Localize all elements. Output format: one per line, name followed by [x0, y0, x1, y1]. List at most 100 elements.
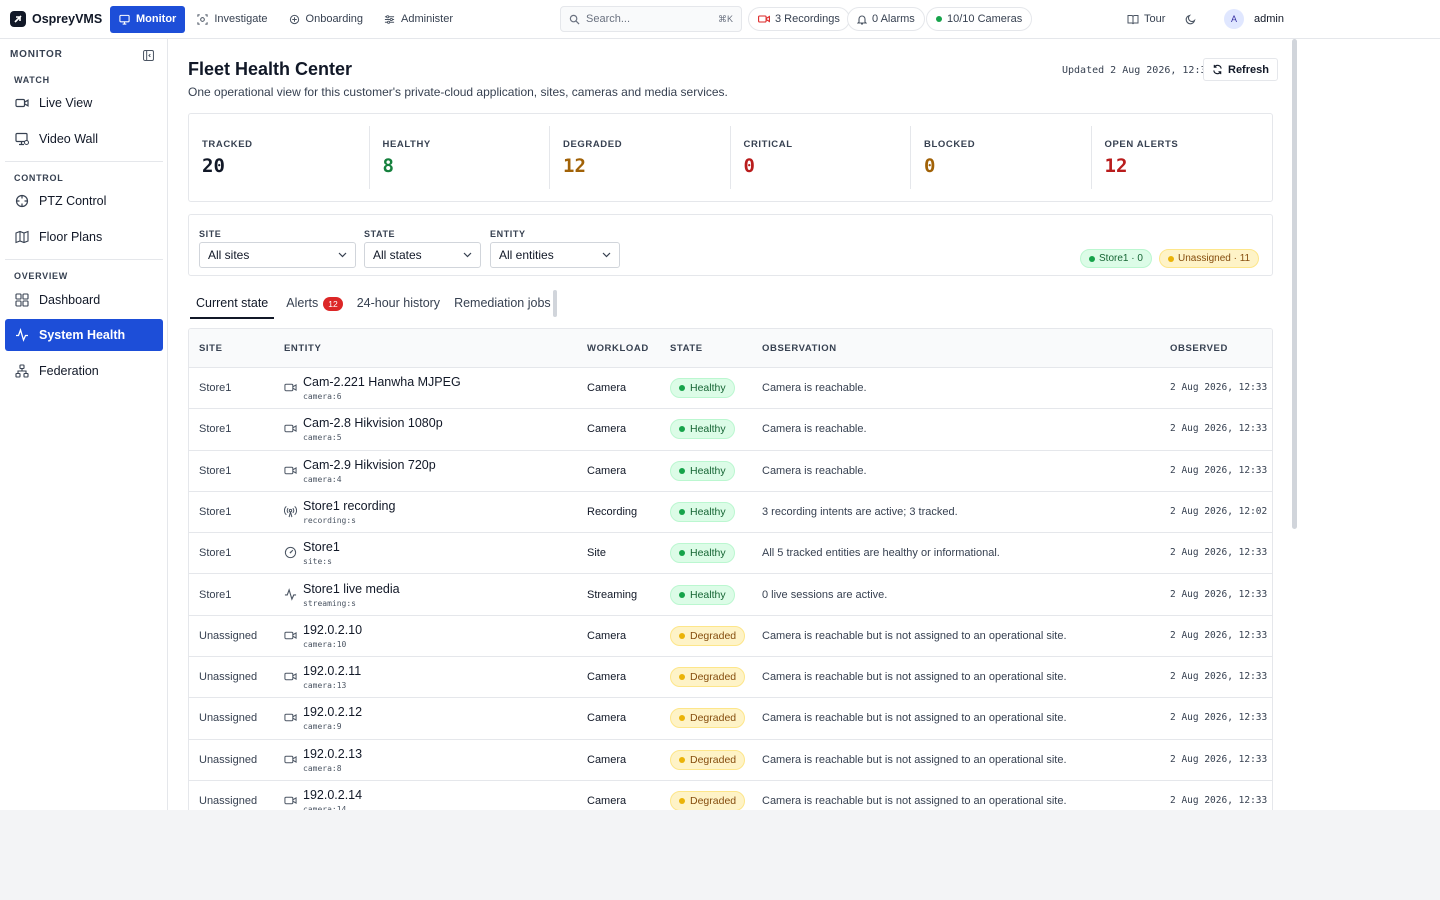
cell-observation: Camera is reachable but is not assigned … — [762, 753, 1067, 766]
tab-label: Alerts — [286, 296, 319, 310]
state-label: Degraded — [690, 629, 737, 642]
state-badge: Degraded — [670, 708, 746, 729]
cell-entity-name[interactable]: 192.0.2.11 — [303, 664, 362, 679]
sidebar-item-system-health[interactable]: System Health — [5, 319, 163, 351]
cell-entity-id: camera:5 — [303, 433, 342, 443]
column-header-observation[interactable]: OBSERVATION — [762, 343, 837, 354]
cell-observation: Camera is reachable but is not assigned … — [762, 712, 1067, 725]
column-header-workload[interactable]: WORKLOAD — [587, 343, 649, 354]
nav-tab-onboarding[interactable]: Onboarding — [280, 6, 373, 33]
app-window: OspreyVMS Monitor Investigate Onboarding… — [0, 0, 1440, 810]
table-row[interactable]: Unassigned 192.0.2.11 camera:13 Camera Degra… — [189, 657, 1272, 699]
tab-remediation-jobs[interactable]: Remediation jobs — [448, 289, 557, 319]
sidebar-item-video-wall[interactable]: Video Wall — [5, 123, 163, 155]
table-row[interactable]: Store1 Cam-2.8 Hikvision 1080p camera:5 Cam… — [189, 409, 1272, 451]
updated-timestamp: Updated 2 Aug 2026, 12:33 — [1062, 65, 1213, 76]
sidebar-item-label: PTZ Control — [39, 194, 107, 208]
cell-observed: 2 Aug 2026, 12:33 — [1170, 712, 1268, 724]
cell-entity-name[interactable]: 192.0.2.12 — [303, 705, 363, 720]
nav-tab-administer[interactable]: Administer — [375, 6, 462, 33]
tabs-scrollbar[interactable] — [553, 290, 557, 317]
tour-button[interactable]: Tour — [1127, 7, 1165, 31]
cell-entity-name[interactable]: Store1 recording — [303, 498, 396, 513]
cell-entity-id: camera:9 — [303, 722, 342, 732]
column-header-state[interactable]: STATE — [670, 343, 703, 354]
site-chip-unassigned[interactable]: Unassigned · 11 — [1159, 249, 1260, 268]
state-select[interactable]: All states — [364, 242, 481, 268]
cell-site: Store1 — [199, 588, 232, 601]
collapse-sidebar-icon[interactable] — [143, 50, 154, 61]
table-row[interactable]: Store1 Store1 recording recording:s Recordi… — [189, 492, 1272, 534]
column-header-entity[interactable]: ENTITY — [284, 343, 322, 354]
cell-workload: Camera — [587, 795, 627, 807]
tab-current-state[interactable]: Current state — [190, 289, 275, 319]
cell-observed: 2 Aug 2026, 12:33 — [1170, 382, 1268, 393]
nav-tab-label: Administer — [401, 13, 453, 25]
table-row[interactable]: Store1 Cam-2.221 Hanwha MJPEG camera:6 Came… — [189, 368, 1272, 410]
cell-site: Unassigned — [199, 671, 258, 684]
cell-entity-name[interactable]: 192.0.2.10 — [303, 622, 363, 637]
sidebar-item-floor-plans[interactable]: Floor Plans — [5, 221, 163, 253]
column-header-observed[interactable]: OBSERVED — [1170, 343, 1228, 354]
stat-healthy: HEALTHY 8 — [370, 126, 550, 189]
state-badge: Degraded — [670, 791, 746, 810]
cell-site: Unassigned — [199, 795, 258, 807]
table-row[interactable]: Store1 Store1 site:s Site Healthy All 5 track… — [189, 533, 1272, 575]
nav-tab-investigate[interactable]: Investigate — [188, 6, 276, 33]
user-menu[interactable]: A admin — [1224, 7, 1284, 31]
table-header: SITE ENTITY WORKLOAD STATE OBSERVATION O… — [189, 329, 1272, 368]
site-select[interactable]: All sites — [199, 242, 356, 268]
stat-open-alerts: OPEN ALERTS 12 — [1092, 126, 1273, 189]
cameras-status[interactable]: 10/10 Cameras — [926, 7, 1033, 31]
stat-degraded: DEGRADED 12 — [550, 126, 731, 189]
table-row[interactable]: Unassigned 192.0.2.14 camera:14 Camera Degra… — [189, 781, 1272, 810]
sidebar-item-ptz-control[interactable]: PTZ Control — [5, 185, 163, 217]
cell-entity-name[interactable]: 192.0.2.14 — [303, 788, 363, 802]
alarms-status[interactable]: 0 Alarms — [847, 7, 925, 31]
table-row[interactable]: Store1 Cam-2.9 Hikvision 720p camera:4 Came… — [189, 451, 1272, 492]
cell-workload: Camera — [587, 464, 627, 477]
cell-entity-name[interactable]: Cam-2.221 Hanwha MJPEG — [303, 375, 461, 389]
stat-value: 12 — [563, 155, 586, 177]
table-row[interactable]: Unassigned 192.0.2.12 camera:9 Camera Degrad… — [189, 698, 1272, 740]
refresh-icon — [1213, 64, 1222, 75]
theme-toggle[interactable] — [1185, 7, 1196, 31]
nav-tab-monitor[interactable]: Monitor — [110, 5, 186, 33]
table-row[interactable]: Unassigned 192.0.2.13 camera:8 Camera Degrad… — [189, 740, 1272, 781]
cell-entity-name[interactable]: Store1 — [303, 540, 340, 555]
brand[interactable]: OspreyVMS — [10, 11, 110, 27]
cell-workload: Camera — [587, 382, 627, 394]
tab-alerts[interactable]: Alerts 12 — [280, 289, 348, 319]
sidebar-item-federation[interactable]: Federation — [5, 355, 163, 387]
sidebar-item-dashboard[interactable]: Dashboard — [5, 284, 163, 316]
refresh-button[interactable]: Refresh — [1203, 58, 1278, 81]
status-dot — [679, 756, 685, 763]
cell-workload: Camera — [587, 753, 627, 766]
tab-24-hour-history[interactable]: 24-hour history — [351, 289, 446, 319]
camera-icon — [284, 422, 297, 435]
cell-entity-name[interactable]: 192.0.2.13 — [303, 746, 363, 761]
cell-entity-name[interactable]: Cam-2.9 Hikvision 720p — [303, 457, 436, 472]
search-input[interactable]: Search... ⌘K — [560, 6, 742, 32]
cell-entity-name[interactable]: Cam-2.8 Hikvision 1080p — [303, 416, 443, 431]
entity-select[interactable]: All entities — [490, 242, 620, 268]
site-chip-store1[interactable]: Store1 · 0 — [1080, 249, 1152, 268]
refresh-label: Refresh — [1228, 63, 1269, 76]
cell-entity-id: camera:8 — [303, 763, 342, 773]
recordings-status[interactable]: 3 Recordings — [748, 7, 850, 31]
camera-icon — [284, 381, 297, 394]
column-header-site[interactable]: SITE — [199, 343, 223, 354]
stat-label: HEALTHY — [382, 139, 431, 150]
monitor-icon — [119, 14, 130, 25]
video-wall-icon — [15, 132, 29, 146]
bell-icon — [857, 15, 867, 25]
cell-entity-name[interactable]: Store1 live media — [303, 581, 400, 596]
sidebar-item-label: Dashboard — [39, 293, 101, 307]
tab-label: Current state — [196, 296, 269, 310]
table-row[interactable]: Unassigned 192.0.2.10 camera:10 Camera Degra… — [189, 616, 1272, 658]
sidebar-item-live-view[interactable]: Live View — [5, 87, 163, 119]
table-row[interactable]: Store1 Store1 live media streaming:s Stream… — [189, 575, 1272, 616]
state-filter-label: STATE — [364, 229, 396, 239]
page-subtitle: One operational view for this customer's… — [188, 85, 728, 99]
page-scrollbar[interactable] — [1292, 39, 1297, 529]
